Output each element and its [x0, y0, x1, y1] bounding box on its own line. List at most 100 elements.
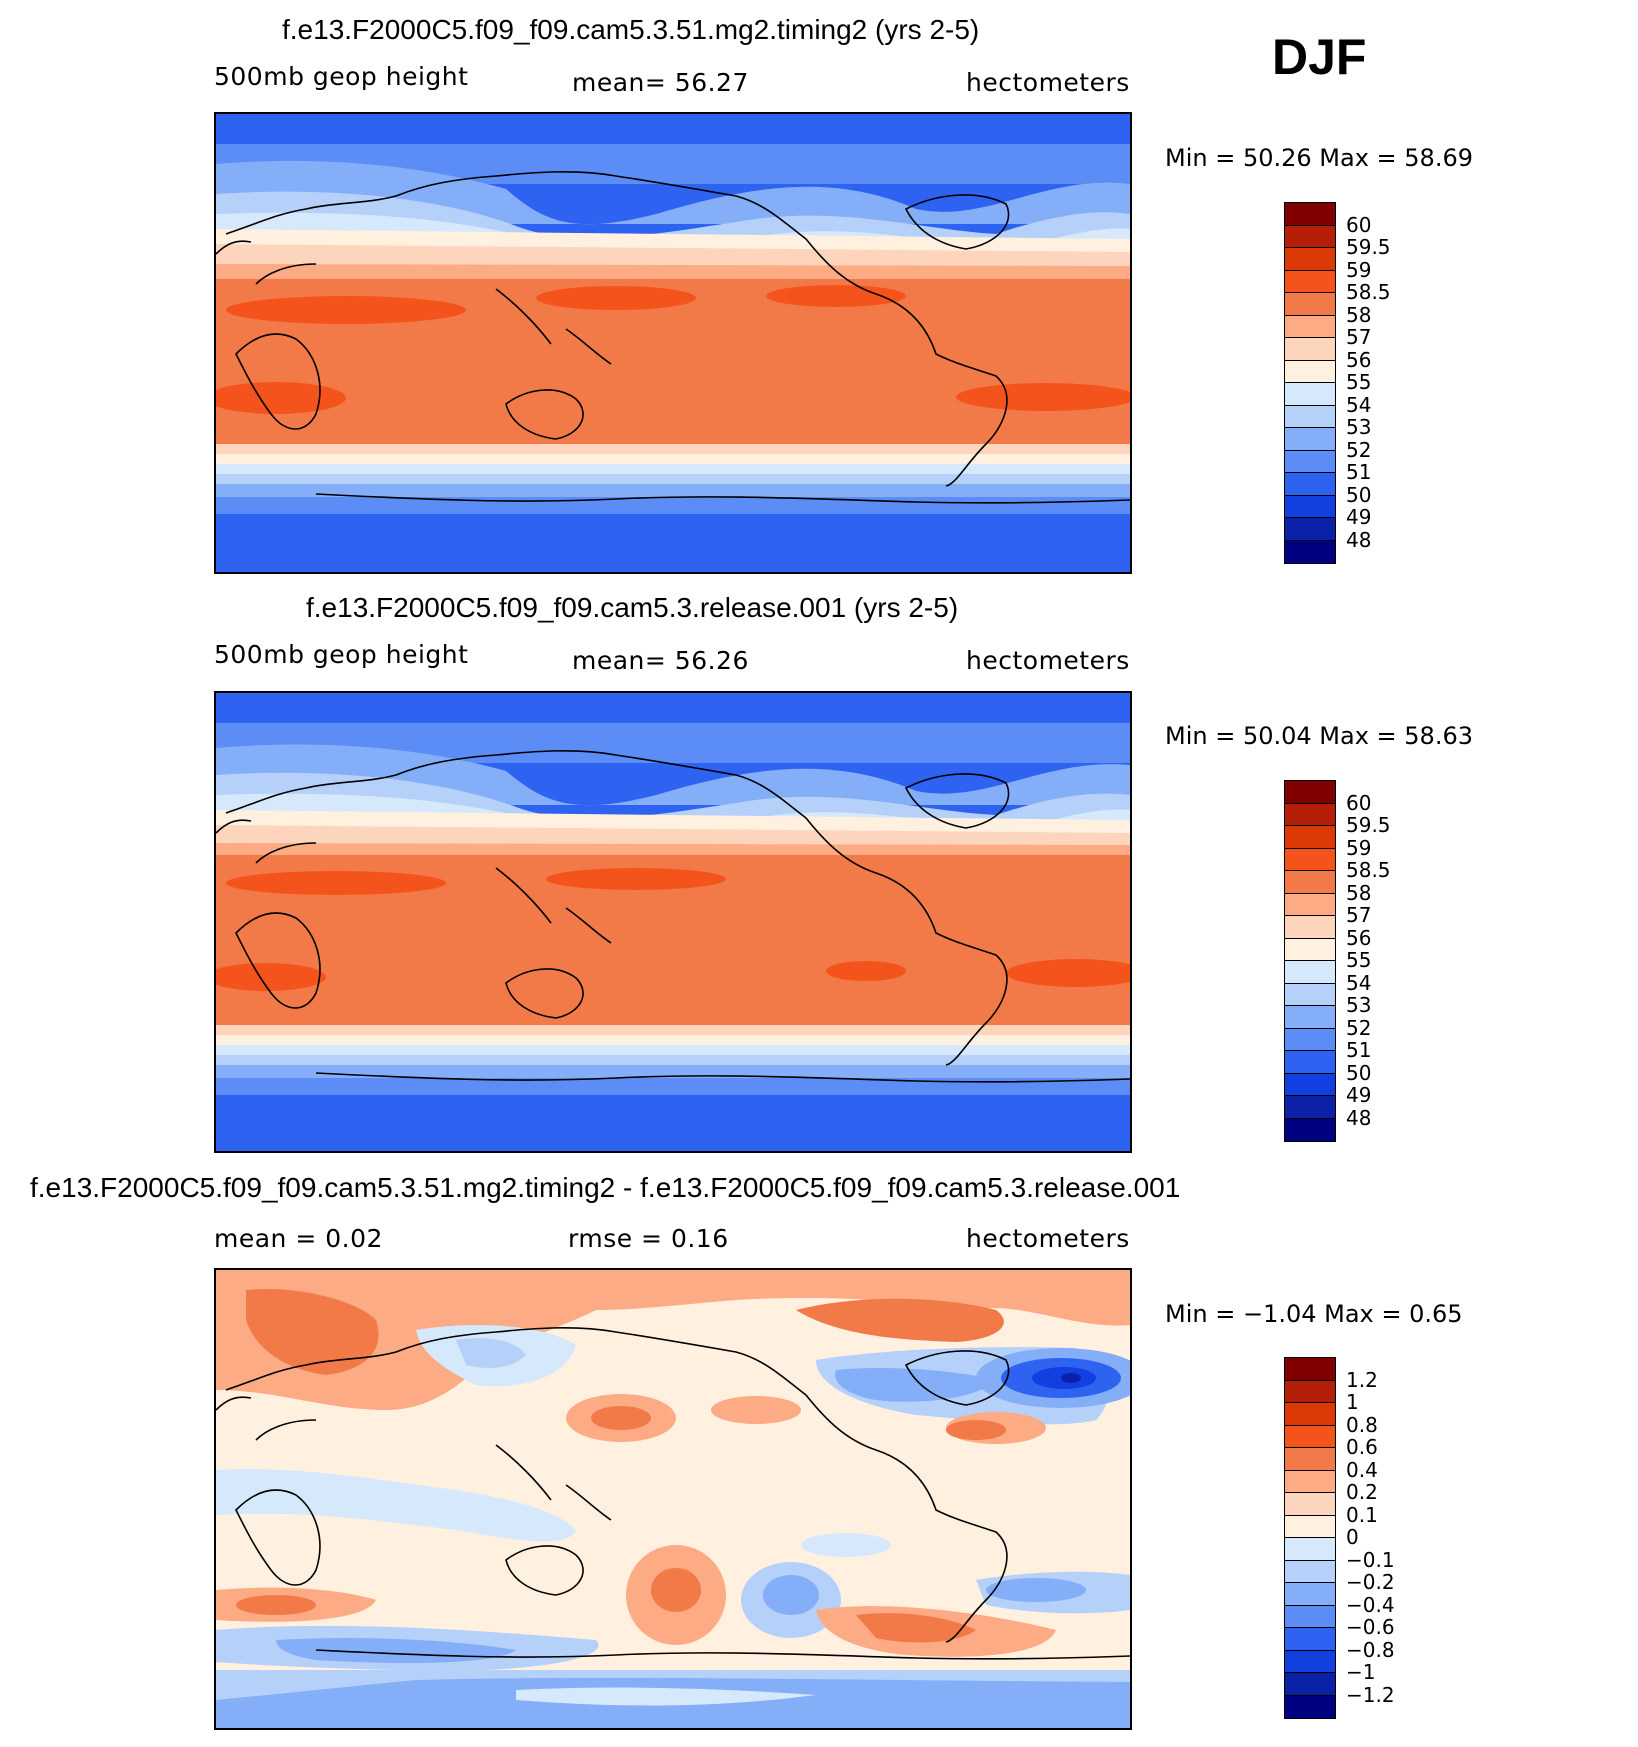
colorbar-tick-label: 58 — [1346, 302, 1372, 327]
colorbar-swatch — [1285, 1515, 1335, 1538]
colorbar-tick-label: 51 — [1346, 460, 1372, 484]
colorbar-tick-label: 49 — [1346, 505, 1372, 529]
colorbar-swatch — [1285, 293, 1335, 316]
colorbar-swatch — [1285, 826, 1335, 849]
colorbar-swatch — [1285, 338, 1335, 361]
colorbar-swatch — [1285, 893, 1335, 916]
colorbar-tick-label: −1.2 — [1346, 1682, 1395, 1707]
panel-3-colorbar-labels: 1.2 1 0.8 0.6 0.4 0.2 0.1 0 −0.1 −0.2 −0.4 −0.6 −0.8… — [1346, 1357, 1426, 1719]
colorbar-swatch — [1285, 473, 1335, 496]
panel-2-colorbar-labels: 60 59.5 59 58.5 58 57 56 55 54 53 52 51 50 49 48 — [1346, 780, 1426, 1142]
colorbar-tick-label: 54 — [1346, 970, 1372, 995]
colorbar-swatch — [1285, 518, 1335, 541]
colorbar-swatch — [1285, 1380, 1335, 1403]
colorbar-swatch — [1285, 315, 1335, 338]
colorbar-swatch — [1285, 1650, 1335, 1673]
colorbar-tick-label: 54 — [1346, 392, 1372, 417]
colorbar-swatch — [1285, 360, 1335, 383]
colorbar-tick-label: 53 — [1346, 993, 1372, 1017]
colorbar-swatch — [1285, 1448, 1335, 1471]
colorbar-tick-label: 59 — [1346, 257, 1372, 282]
colorbar-swatch — [1285, 916, 1335, 939]
panel-2-title: f.e13.F2000C5.f09_f09.cam5.3.release.001… — [306, 592, 959, 623]
colorbar-swatch — [1285, 225, 1335, 248]
colorbar-swatch — [1285, 270, 1335, 293]
colorbar-tick-label: 1 — [1346, 1390, 1359, 1414]
panel-1-map — [214, 112, 1132, 574]
colorbar-tick-label: 56 — [1346, 347, 1372, 372]
colorbar-tick-label: 50 — [1346, 482, 1372, 507]
colorbar-tick-label: 52 — [1346, 1015, 1372, 1040]
colorbar-tick-label: 0.4 — [1346, 1457, 1378, 1482]
panel-2-map — [214, 691, 1132, 1153]
colorbar-swatch — [1285, 450, 1335, 473]
colorbar-swatch — [1285, 1695, 1335, 1718]
panel-2-variable-label: 500mb geop height — [214, 640, 469, 669]
colorbar-swatch — [1285, 781, 1335, 804]
panel-3-title: f.e13.F2000C5.f09_f09.cam5.3.51.mg2.timi… — [30, 1172, 1181, 1203]
colorbar-swatch — [1285, 1073, 1335, 1096]
colorbar-tick-label: 49 — [1346, 1083, 1372, 1107]
panel-1-mean-label: mean= 56.27 — [572, 68, 749, 97]
colorbar-tick-label: 57 — [1346, 903, 1372, 927]
colorbar-swatch — [1285, 1096, 1335, 1119]
colorbar-tick-label: 60 — [1346, 790, 1372, 815]
colorbar-swatch — [1285, 1583, 1335, 1606]
colorbar-swatch — [1285, 1051, 1335, 1074]
colorbar-tick-label: 51 — [1346, 1038, 1372, 1062]
colorbar-swatch — [1285, 495, 1335, 518]
colorbar-tick-label: 60 — [1346, 212, 1372, 237]
colorbar-swatch — [1285, 871, 1335, 894]
colorbar-swatch — [1285, 938, 1335, 961]
colorbar-tick-label: 53 — [1346, 415, 1372, 439]
panel-2-min-max: Min = 50.04 Max = 58.63 — [1165, 722, 1473, 750]
panel-1-variable-label: 500mb geop height — [214, 62, 469, 91]
colorbar-swatch — [1285, 1673, 1335, 1696]
colorbar-tick-label: 0.8 — [1346, 1412, 1378, 1437]
colorbar-tick-label: 0.1 — [1346, 1502, 1378, 1527]
panel-2-map-field — [216, 693, 1130, 1151]
colorbar-swatch — [1285, 1006, 1335, 1029]
panel-2-mean-label: mean= 56.26 — [572, 646, 749, 675]
colorbar-tick-label: 55 — [1346, 370, 1372, 394]
panel-1-min-max: Min = 50.26 Max = 58.69 — [1165, 144, 1473, 172]
panel-2-colorbar-swatches — [1285, 781, 1335, 1141]
colorbar-tick-label: −1 — [1346, 1660, 1376, 1684]
colorbar-tick-label: 58.5 — [1346, 280, 1391, 304]
colorbar-tick-label: −0.4 — [1346, 1592, 1395, 1617]
colorbar-swatch — [1285, 848, 1335, 871]
panel-1-colorbar-swatches — [1285, 203, 1335, 563]
colorbar-swatch — [1285, 1560, 1335, 1583]
colorbar-tick-label: 58.5 — [1346, 858, 1391, 882]
colorbar-tick-label: 59.5 — [1346, 813, 1391, 837]
colorbar-swatch — [1285, 1628, 1335, 1651]
colorbar-tick-label: 48 — [1346, 527, 1372, 552]
colorbar-tick-label: 55 — [1346, 948, 1372, 972]
colorbar-tick-label: −0.2 — [1346, 1570, 1395, 1594]
colorbar-tick-label: −0.8 — [1346, 1637, 1395, 1662]
colorbar-tick-label: 58 — [1346, 880, 1372, 905]
colorbar-tick-label: −0.1 — [1346, 1547, 1395, 1572]
panel-1-colorbar — [1284, 202, 1336, 564]
panel-3-colorbar — [1284, 1357, 1336, 1719]
colorbar-tick-label: 56 — [1346, 925, 1372, 950]
colorbar-tick-label: 59.5 — [1346, 235, 1391, 259]
colorbar-swatch — [1285, 961, 1335, 984]
colorbar-swatch — [1285, 540, 1335, 563]
colorbar-swatch — [1285, 1538, 1335, 1561]
panel-3-rmse-label: rmse = 0.16 — [568, 1224, 729, 1253]
colorbar-swatch — [1285, 1403, 1335, 1426]
colorbar-tick-label: 48 — [1346, 1105, 1372, 1130]
panel-1-map-field — [216, 114, 1130, 572]
colorbar-swatch — [1285, 1028, 1335, 1051]
colorbar-swatch — [1285, 203, 1335, 226]
panel-3-mean-label: mean = 0.02 — [214, 1224, 383, 1253]
colorbar-tick-label: 1.2 — [1346, 1367, 1378, 1392]
panel-1-colorbar-labels: 60 59.5 59 58.5 58 57 56 55 54 53 52 51 50 49 48 — [1346, 202, 1426, 564]
colorbar-swatch — [1285, 248, 1335, 271]
panel-2-colorbar — [1284, 780, 1336, 1142]
panel-2-units-label: hectometers — [966, 646, 1130, 675]
colorbar-swatch — [1285, 428, 1335, 451]
panel-3-map-field — [216, 1270, 1130, 1728]
colorbar-swatch — [1285, 383, 1335, 406]
